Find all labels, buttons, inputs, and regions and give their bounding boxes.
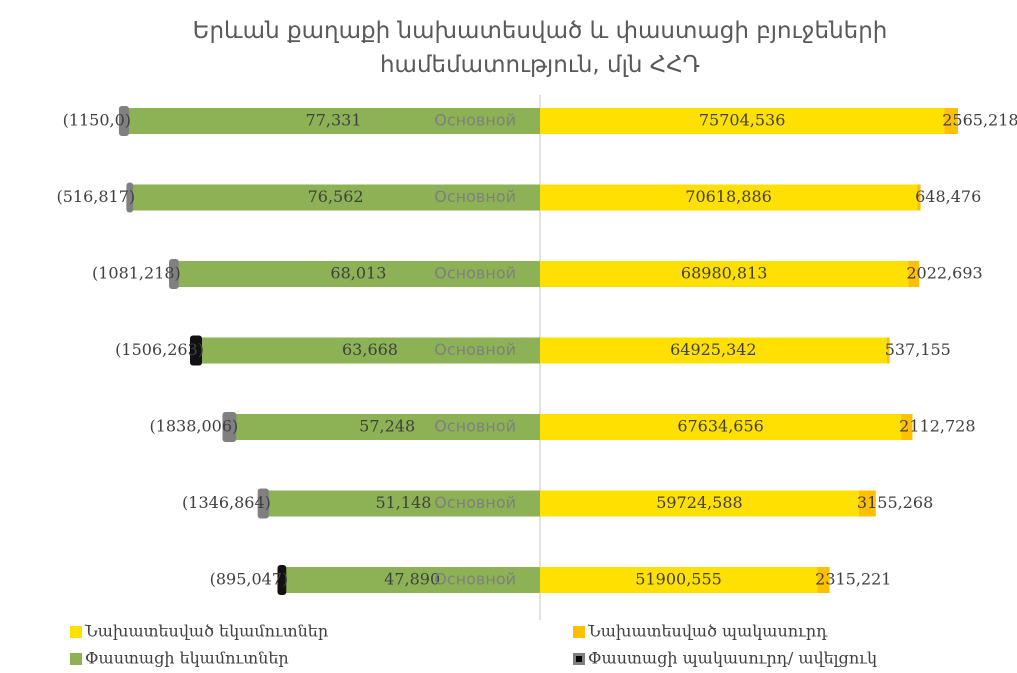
value-label: 75704,536 [699, 111, 786, 130]
bar [886, 337, 890, 364]
legend-swatch [573, 626, 585, 638]
bar [817, 567, 830, 593]
bar [540, 490, 859, 517]
bar [284, 567, 540, 593]
bar [127, 108, 540, 134]
value-label: 2022,693 [906, 264, 982, 283]
bar [257, 488, 269, 519]
category-label: Основной [434, 187, 516, 206]
bar [540, 184, 918, 211]
bar [222, 412, 237, 442]
value-label: 3155,268 [857, 493, 933, 512]
value-label: 76,562 [308, 187, 364, 206]
value-label: 51900,555 [635, 570, 722, 589]
category-label: Основной [434, 493, 516, 512]
legend-label: Նախատեսված պակասուրդ [587, 622, 828, 641]
value-label: (1838,006) [149, 417, 238, 436]
bar [169, 259, 179, 289]
category-label: Основной [434, 264, 516, 283]
value-label: (516,817) [57, 187, 136, 206]
bar [858, 490, 876, 517]
bar [176, 261, 540, 287]
legend-swatch [70, 626, 82, 638]
value-label: 63,668 [342, 340, 398, 359]
value-label: 64925,342 [670, 340, 757, 359]
bar [917, 184, 921, 211]
legend-label: Փաստացի եկամուտներ [85, 649, 289, 668]
value-label: 77,331 [306, 111, 362, 130]
bar [540, 261, 909, 287]
category-label: Основной [434, 111, 516, 130]
bar [234, 414, 540, 440]
bar [901, 414, 913, 440]
bar [189, 335, 203, 366]
legend-swatch [70, 653, 82, 665]
value-label: 59724,588 [656, 493, 743, 512]
legend-label: Նախատեսված եկամուտներ [84, 622, 328, 641]
value-label: 537,155 [885, 340, 951, 359]
value-label: 51,148 [375, 493, 431, 512]
bar [908, 261, 920, 287]
bar [131, 184, 540, 211]
category-label: Основной [434, 570, 516, 589]
bar [126, 182, 134, 213]
value-label: 57,248 [359, 417, 415, 436]
value-label: 47,890 [384, 570, 440, 589]
value-label: 70618,886 [685, 187, 772, 206]
value-label: 648,476 [915, 187, 981, 206]
bar [277, 565, 287, 595]
bar [118, 106, 130, 136]
bar [266, 490, 540, 517]
value-label: (1081,218) [92, 264, 181, 283]
value-label: (1506,263) [115, 340, 204, 359]
value-label: 2565,218 [942, 111, 1017, 130]
chart-title: Երևան քաղաքի նախատեսված և փաստացի բյուջե… [192, 18, 888, 78]
bar [540, 414, 902, 440]
bar [540, 108, 945, 134]
value-label: 2315,221 [815, 570, 891, 589]
bar [944, 108, 958, 134]
category-label: Основной [434, 417, 516, 436]
bar [200, 337, 540, 364]
legend-label: Փաստացի պակասուրդ/ ավելցուկ [588, 649, 877, 668]
value-label: (1150,0) [63, 111, 131, 130]
value-label: (1346,864) [182, 493, 271, 512]
legend-swatch-marker [576, 656, 582, 662]
value-label: 68980,813 [681, 264, 768, 283]
bar [540, 337, 887, 364]
value-label: (895,047) [210, 570, 289, 589]
value-label: 2112,728 [899, 417, 975, 436]
category-label: Основной [434, 340, 516, 359]
value-label: 67634,656 [677, 417, 764, 436]
value-label: 68,013 [330, 264, 386, 283]
bar [540, 567, 818, 593]
